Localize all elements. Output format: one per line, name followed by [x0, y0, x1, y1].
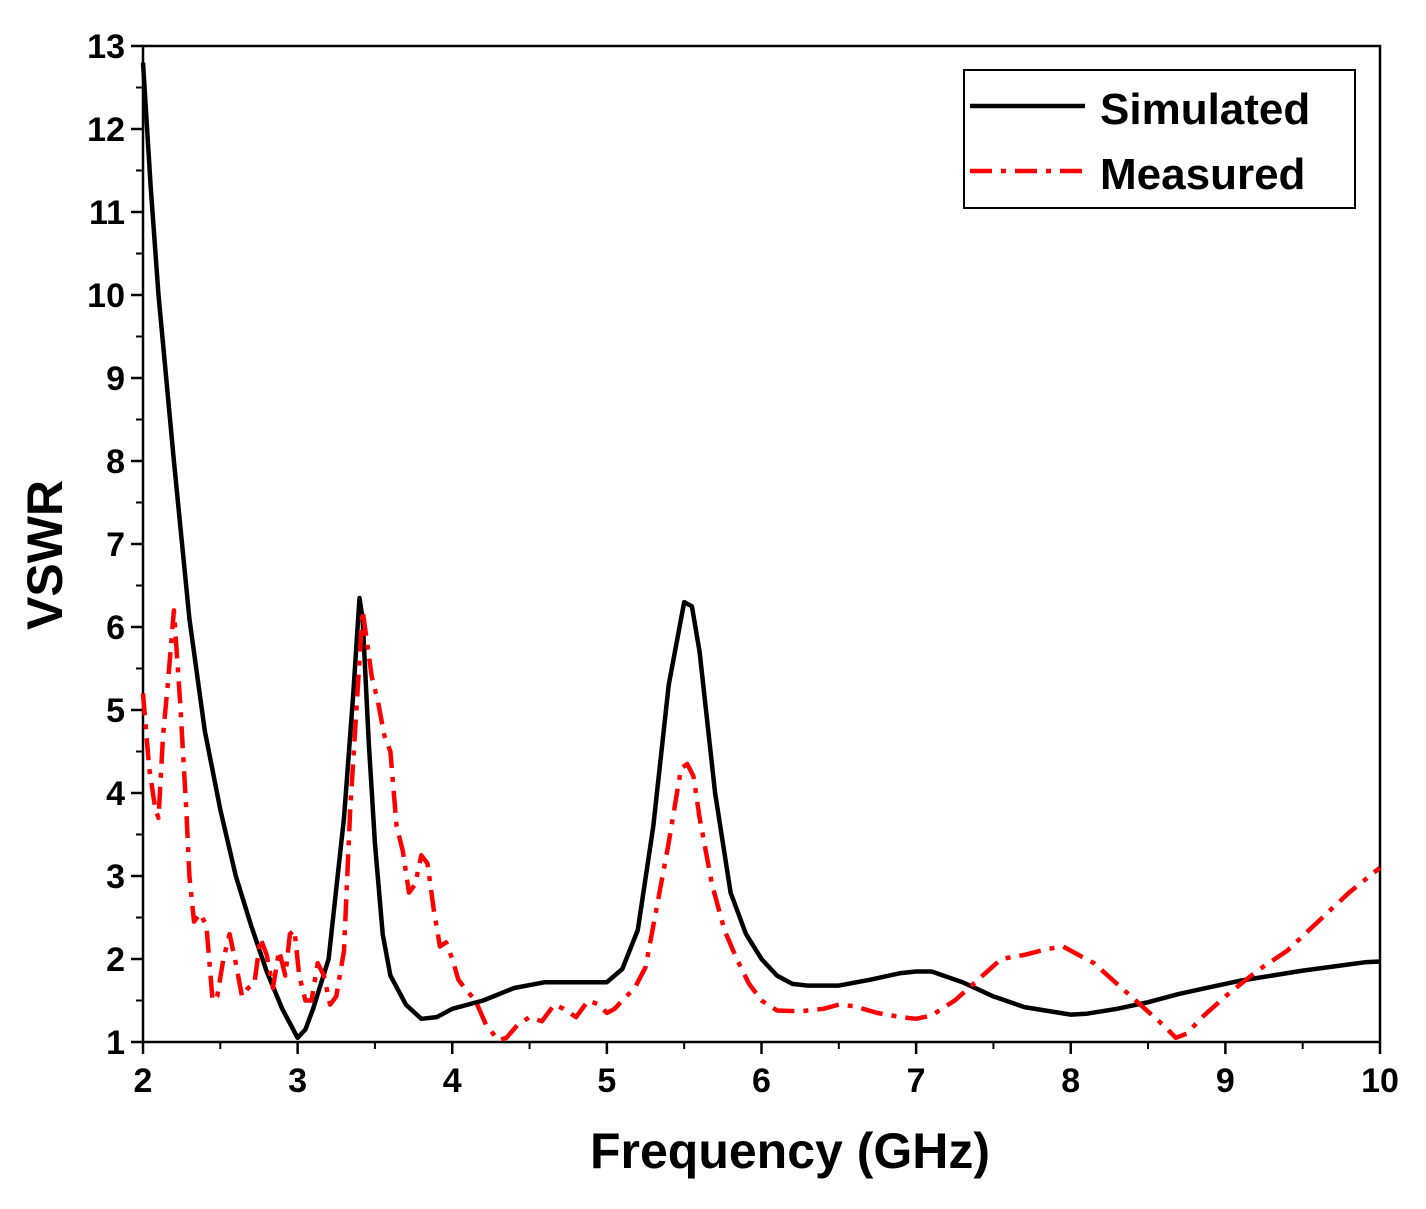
x-tick-label: 3 [288, 1062, 307, 1100]
legend-box [963, 69, 1356, 209]
y-tick-label: 1 [106, 1024, 125, 1062]
x-tick-label: 9 [1216, 1062, 1235, 1100]
series-line-simulated [140, 62, 1381, 1041]
y-tick-label: 4 [106, 775, 125, 813]
x-tick-label: 2 [134, 1062, 153, 1100]
y-tick-label: 3 [106, 858, 125, 896]
y-tick-label: 6 [106, 609, 125, 647]
legend: Simulated Measured [963, 69, 1356, 209]
series-line-measured [140, 608, 1382, 1043]
y-tick-label: 12 [87, 111, 125, 149]
legend-label-simulated: Simulated [1100, 85, 1310, 134]
x-tick-label: 8 [1061, 1062, 1080, 1100]
x-axis-title: Frequency (GHz) [590, 1123, 990, 1179]
x-tick-label: 4 [443, 1062, 462, 1100]
x-axis-ticks: 2 3 4 5 6 7 8 9 10 [134, 1042, 1399, 1100]
y-tick-label: 10 [87, 277, 125, 315]
y-tick-label: 5 [106, 692, 125, 730]
y-tick-label: 8 [106, 443, 125, 481]
x-tick-label: 7 [907, 1062, 926, 1100]
y-tick-label: 11 [89, 194, 125, 232]
y-tick-label: 13 [87, 28, 125, 66]
x-tick-label: 6 [752, 1062, 771, 1100]
legend-label-measured: Measured [1100, 150, 1305, 199]
y-tick-label: 9 [106, 360, 125, 398]
x-tick-label: 10 [1361, 1062, 1399, 1100]
y-axis-title: VSWR [17, 480, 73, 630]
series-layer [140, 62, 1382, 1043]
x-tick-label: 5 [597, 1062, 616, 1100]
y-tick-label: 7 [106, 526, 125, 564]
y-tick-label: 2 [106, 941, 125, 979]
